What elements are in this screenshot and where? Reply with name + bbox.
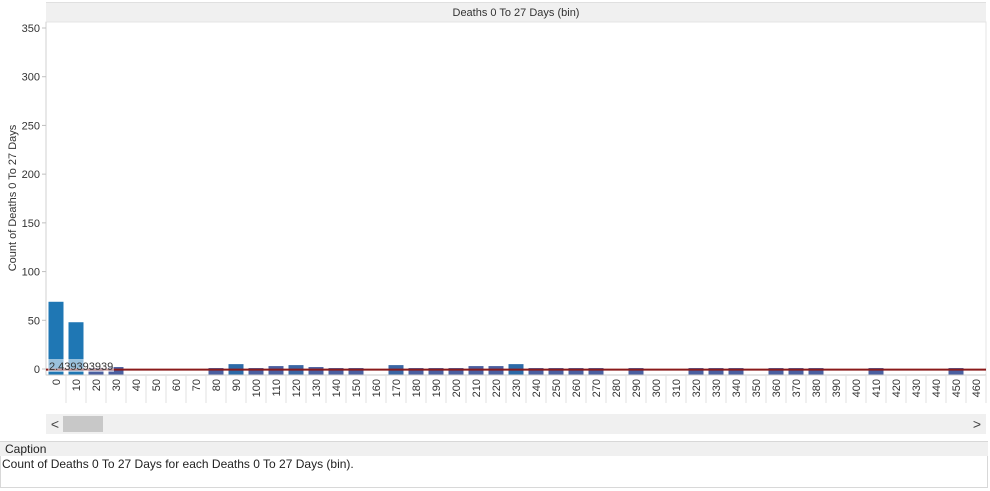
x-tick-label: 80 xyxy=(211,379,223,391)
bar xyxy=(208,368,224,375)
x-tick-label: 170 xyxy=(391,379,403,397)
bar xyxy=(348,368,364,375)
x-tick-label: 0 xyxy=(51,379,63,385)
caption-text: Count of Deaths 0 To 27 Days for each De… xyxy=(0,456,988,488)
reference-line-label-bg xyxy=(48,359,114,372)
y-tick-label: 50 xyxy=(28,315,40,327)
bar xyxy=(868,368,884,375)
bar xyxy=(428,368,444,375)
x-tick-label: 380 xyxy=(811,379,823,397)
y-tick-label: 100 xyxy=(22,267,40,279)
x-tick-label: 450 xyxy=(951,379,963,397)
x-tick-label: 260 xyxy=(571,379,583,397)
bar xyxy=(948,368,964,375)
x-tick-label: 90 xyxy=(231,379,243,391)
bar xyxy=(708,368,724,375)
x-tick-label: 300 xyxy=(651,379,663,397)
x-tick-label: 250 xyxy=(551,379,563,397)
x-tick-label: 30 xyxy=(111,379,123,391)
x-tick-label: 270 xyxy=(591,379,603,397)
x-tick-label: 290 xyxy=(631,379,643,397)
x-tick-label: 190 xyxy=(431,379,443,397)
x-tick-label: 220 xyxy=(491,379,503,397)
scroll-thumb[interactable] xyxy=(63,416,103,432)
caption-header: Caption xyxy=(0,441,988,456)
y-tick-label: 200 xyxy=(22,169,40,181)
x-tick-label: 360 xyxy=(771,379,783,397)
x-tick-label: 420 xyxy=(891,379,903,397)
y-tick-label: 150 xyxy=(22,218,40,230)
x-tick-label: 430 xyxy=(911,379,923,397)
x-tick-label: 280 xyxy=(611,379,623,397)
bar xyxy=(548,368,564,375)
x-tick-label: 240 xyxy=(531,379,543,397)
y-tick-label: 0 xyxy=(34,364,40,376)
y-tick-label: 350 xyxy=(22,23,40,35)
x-tick-label: 330 xyxy=(711,379,723,397)
x-tick-label: 10 xyxy=(71,379,83,391)
bar xyxy=(588,368,604,375)
bar xyxy=(808,368,824,375)
bar xyxy=(788,368,804,375)
chart-title: Deaths 0 To 27 Days (bin) xyxy=(46,2,986,23)
x-tick-label: 140 xyxy=(331,379,343,397)
x-tick-label: 340 xyxy=(731,379,743,397)
x-tick-label: 200 xyxy=(451,379,463,397)
x-tick-label: 70 xyxy=(191,379,203,391)
bar xyxy=(408,368,424,375)
reference-line-label: 2.439393939 xyxy=(49,361,113,373)
bar xyxy=(688,368,704,375)
x-tick-label: 110 xyxy=(271,379,283,397)
x-tick-label: 410 xyxy=(871,379,883,397)
x-tick-label: 100 xyxy=(251,379,263,397)
bar xyxy=(728,368,744,375)
plot-area xyxy=(45,21,987,376)
scroll-right-button[interactable]: > xyxy=(972,416,982,432)
bar xyxy=(568,368,584,375)
x-tick-label: 40 xyxy=(131,379,143,391)
bar xyxy=(768,368,784,375)
x-tick-label: 160 xyxy=(371,379,383,397)
x-tick-label: 370 xyxy=(791,379,803,397)
horizontal-scrollbar[interactable]: < > xyxy=(46,414,986,434)
x-tick-label: 400 xyxy=(851,379,863,397)
x-tick-label: 150 xyxy=(351,379,363,397)
x-tick-label: 120 xyxy=(291,379,303,397)
x-tick-label: 320 xyxy=(691,379,703,397)
x-tick-label: 440 xyxy=(931,379,943,397)
bar xyxy=(628,368,644,375)
scroll-left-button[interactable]: < xyxy=(50,416,60,432)
bar xyxy=(528,368,544,375)
x-tick-label: 310 xyxy=(671,379,683,397)
x-tick-label: 20 xyxy=(91,379,103,391)
x-tick-label: 390 xyxy=(831,379,843,397)
x-tick-label: 60 xyxy=(171,379,183,391)
x-tick-label: 50 xyxy=(151,379,163,391)
bar xyxy=(308,367,324,375)
bar xyxy=(248,368,264,375)
x-tick-label: 210 xyxy=(471,379,483,397)
y-tick-label: 250 xyxy=(22,120,40,132)
bar xyxy=(108,367,124,375)
bar xyxy=(48,301,64,375)
y-tick-label: 300 xyxy=(22,72,40,84)
x-tick-label: 230 xyxy=(511,379,523,397)
x-tick-label: 460 xyxy=(971,379,983,397)
x-tick-label: 180 xyxy=(411,379,423,397)
x-tick-label: 350 xyxy=(751,379,763,397)
x-tick-label: 130 xyxy=(311,379,323,397)
bar xyxy=(328,368,344,375)
bar xyxy=(448,368,464,375)
bar-chart: 0 50 100 150 200 250 300 350 2.439393939 0 10 20 30 4… xyxy=(22,21,987,403)
